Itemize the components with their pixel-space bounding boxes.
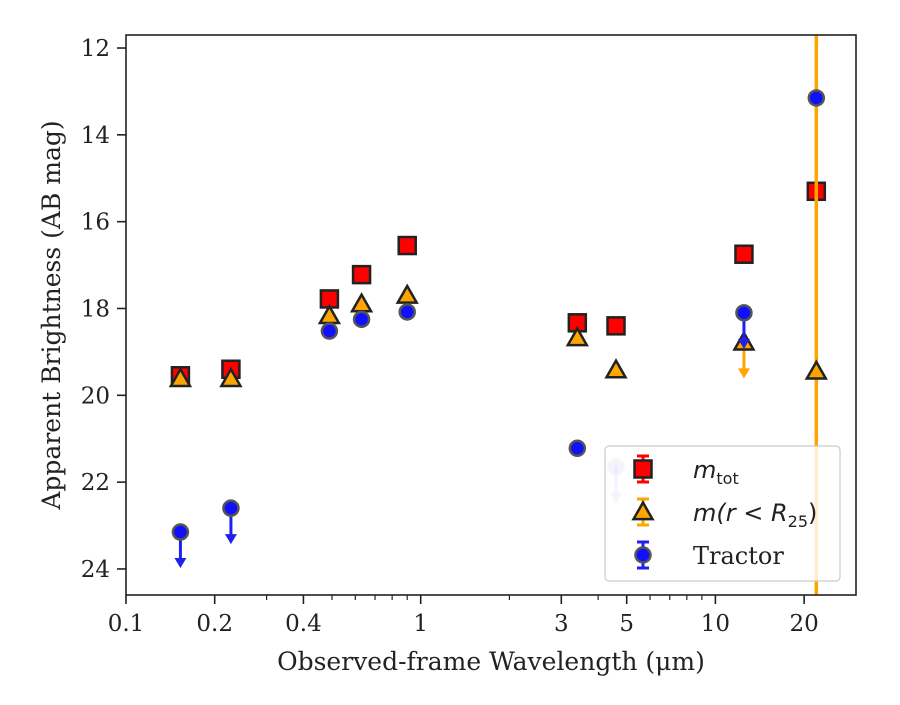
x-tick-label-5: 5	[619, 611, 634, 637]
axes-frame	[125, 34, 857, 596]
y-tick-label-0: 12	[81, 36, 110, 62]
legend-label-2: Tractor	[693, 542, 784, 570]
y-axis-label: Apparent Brightness (AB mag)	[37, 120, 66, 510]
series-1-point-5-marker	[565, 325, 589, 347]
x-tick-label-2: 0.4	[285, 611, 322, 637]
x-tick-label-6: 10	[701, 611, 730, 637]
series-2-point-1-marker	[222, 499, 240, 517]
y-tick-label-5: 22	[81, 470, 110, 496]
series-2-point-3-marker	[352, 310, 371, 329]
y-tick-label-4: 20	[81, 383, 110, 409]
legend-marker-2	[634, 546, 652, 564]
legend-entry-0: mtot	[633, 454, 739, 488]
series-2-point-8-marker	[807, 89, 826, 107]
x-tick-label-3: 1	[413, 611, 428, 637]
series-1-point-0-marker	[168, 366, 193, 388]
y-tick-label-1: 14	[81, 123, 110, 149]
series-2-point-0-marker	[171, 523, 190, 541]
legend-entry-1: m(r < R25)	[631, 497, 817, 531]
legend-marker-0	[633, 459, 653, 479]
axes: 0.1 0.2 0.4 1 3 5 10 20 12 14 16 18 20 22 24	[81, 34, 857, 637]
legend-label-0: mtot	[693, 456, 739, 488]
x-tick-label-7: 20	[789, 611, 818, 637]
series-1-point-6-marker	[604, 358, 628, 379]
series-2-point-2-marker	[320, 322, 339, 340]
series-2-point-4-marker	[398, 303, 416, 321]
series-0-point-4-marker	[397, 235, 417, 256]
series-0-point-3-marker	[351, 264, 372, 285]
series-1-point-8-marker	[804, 359, 828, 380]
x-tick-label-0: 0.1	[108, 611, 145, 637]
legend-box	[604, 445, 841, 582]
y-tick-label-6: 24	[81, 557, 110, 583]
series-0-point-7-marker	[734, 244, 754, 264]
legend: mtot m(r < R25) Tractor	[604, 445, 841, 582]
x-tick-label-1: 0.2	[196, 611, 233, 637]
legend-entry-2: Tractor	[634, 540, 784, 570]
legend-label-1: m(r < R25)	[693, 499, 817, 531]
y-tick-label-3: 18	[81, 296, 110, 322]
series-2-point-5-marker	[568, 439, 587, 458]
series-1-point-1-marker	[219, 366, 243, 388]
series-0-point-6-marker	[606, 316, 626, 336]
x-axis-label: Observed-frame Wavelength (μm)	[277, 647, 705, 676]
legend-marker-1	[631, 499, 655, 521]
y-tick-label-2: 16	[81, 210, 110, 236]
series-2-point-7-marker	[735, 304, 753, 322]
series-1-point-4-marker	[395, 283, 419, 304]
x-tick-label-4: 3	[554, 611, 569, 637]
